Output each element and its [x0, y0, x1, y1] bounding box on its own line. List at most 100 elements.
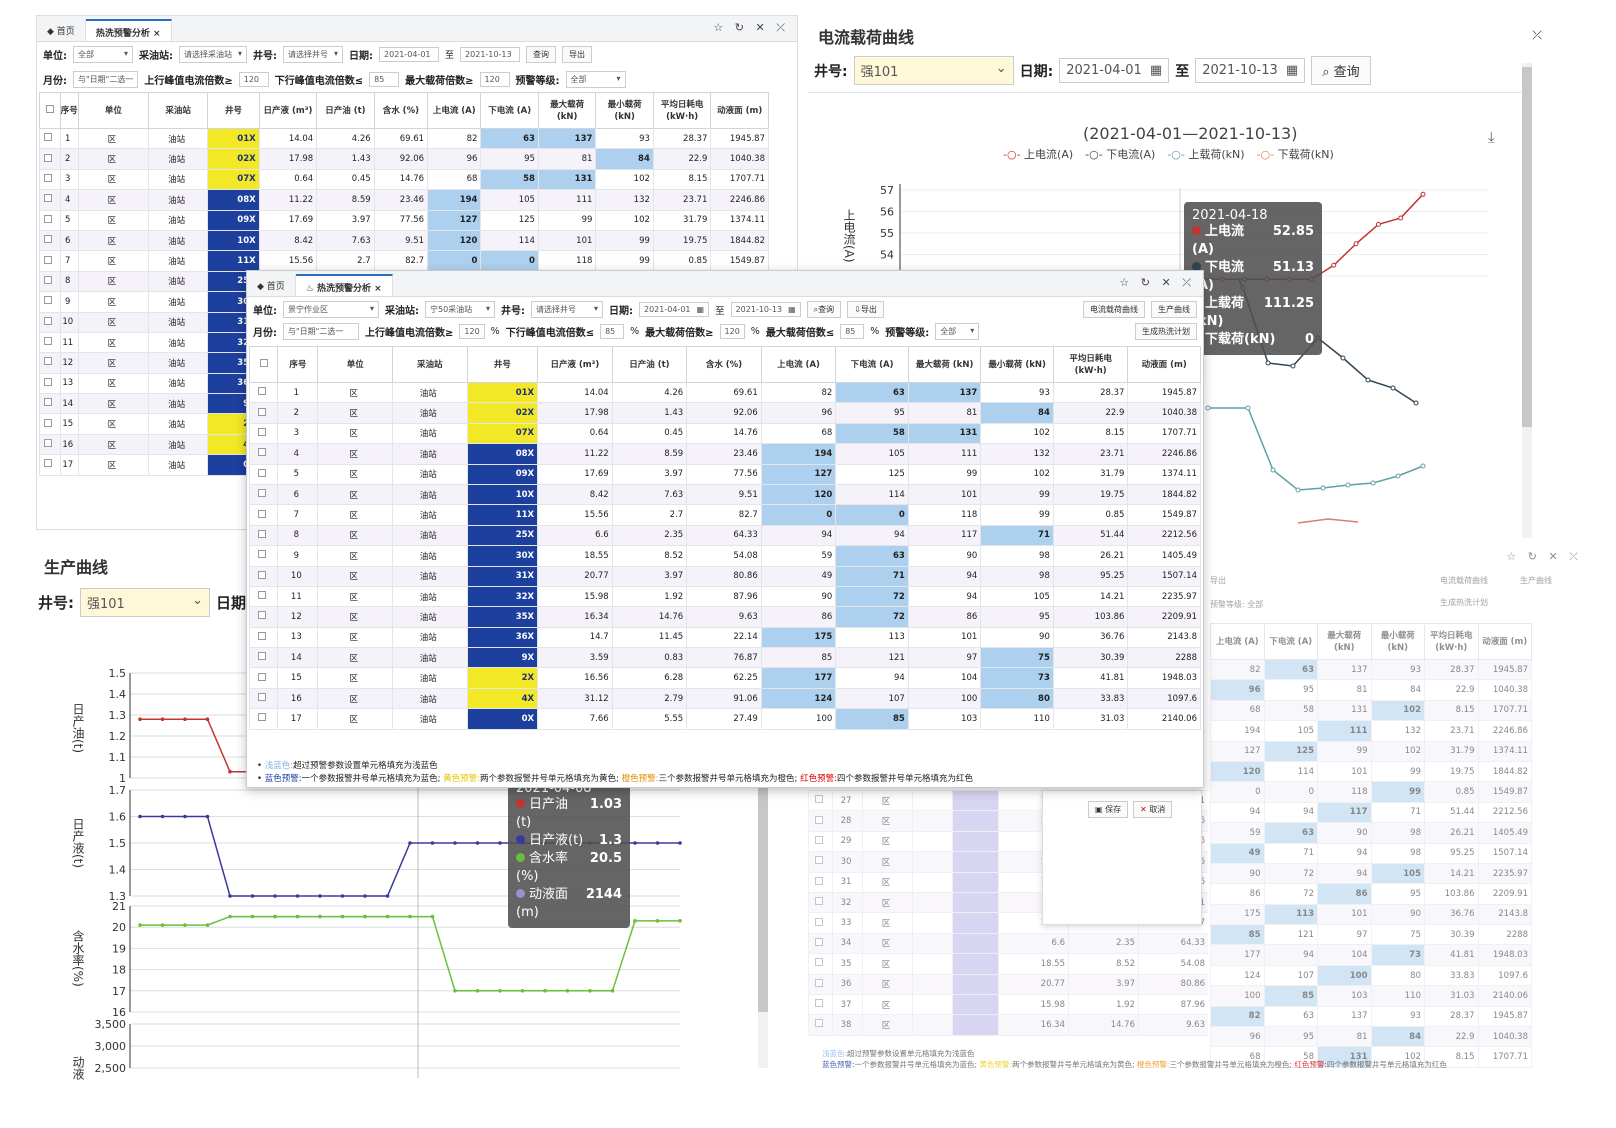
- table-row[interactable]: 7 区油站 11X 15.56 2.7 82.7 0 0 118 99 0.85 1549.87: [248, 504, 1201, 526]
- row-checkbox[interactable]: [44, 296, 53, 305]
- maxload-input[interactable]: 120: [479, 72, 510, 87]
- tab-analysis[interactable]: ♨ 热洗预警分析 ×: [295, 274, 393, 296]
- row-checkbox[interactable]: [258, 427, 267, 436]
- table-row[interactable]: 68 58 131 102 8.15 1707.71: [1210, 699, 1532, 722]
- row-checkbox[interactable]: [44, 398, 53, 407]
- column-header[interactable]: 最大载荷 (kN): [1317, 623, 1372, 660]
- column-header[interactable]: 序号: [59, 92, 80, 129]
- table-row[interactable]: 82 63 137 93 28.37 1945.87: [1210, 1005, 1532, 1028]
- window-controls[interactable]: ☆ ↻ ✕ ⤫: [713, 21, 789, 34]
- table-row[interactable]: 194 105 111 132 23.71 2246.86: [1210, 720, 1532, 742]
- table-row[interactable]: 3 区油站 07X 0.64 0.45 14.76 68 58 131 102 8.15 1707.7…: [248, 422, 1201, 445]
- table-row[interactable]: 38 区 16.34 14.76 9.63: [808, 1014, 1208, 1036]
- row-checkbox[interactable]: [258, 387, 267, 396]
- column-header[interactable]: 动液面 (m): [710, 92, 769, 129]
- main-down-peak-input[interactable]: 85: [600, 324, 625, 339]
- column-header[interactable]: 上电流 (A): [760, 346, 837, 383]
- table-row[interactable]: 175 113 101 90 36.76 2143.8: [1210, 903, 1532, 926]
- row-checkbox[interactable]: [258, 407, 267, 416]
- table-row[interactable]: 120 114 101 99 19.75 1844.82: [1210, 760, 1532, 783]
- column-header[interactable]: 上电流 (A): [1210, 623, 1265, 660]
- row-checkbox[interactable]: [258, 611, 267, 620]
- tab-home[interactable]: ◆ 首页: [247, 274, 296, 296]
- column-header[interactable]: 最大载荷 (kN): [537, 92, 597, 129]
- row-checkbox[interactable]: [258, 448, 267, 457]
- column-header[interactable]: 单位: [317, 346, 394, 383]
- month-input[interactable]: 与"日期"二选一: [73, 71, 139, 88]
- main-query-button[interactable]: ⌕查询: [806, 301, 842, 318]
- table-row[interactable]: 2 区油站 02X 17.98 1.43 92.06 96 95 81 84 22.9 1040.38: [39, 148, 769, 170]
- current-query-button[interactable]: ⌕ 查询: [1311, 56, 1371, 85]
- column-header[interactable]: 平均日耗电 (kW·h): [1424, 623, 1479, 660]
- table-row[interactable]: 85 121 97 75 30.39 2288: [1210, 924, 1532, 946]
- query-button[interactable]: 查询: [526, 46, 557, 63]
- table-row[interactable]: 96 95 81 84 22.9 1040.38: [1210, 1026, 1532, 1048]
- row-checkbox[interactable]: [44, 357, 53, 366]
- row-checkbox[interactable]: [44, 194, 53, 203]
- row-checkbox[interactable]: [258, 509, 267, 518]
- table-row[interactable]: 86 72 86 95 103.86 2209.91: [1210, 883, 1532, 905]
- row-checkbox[interactable]: [44, 173, 53, 182]
- row-checkbox[interactable]: [258, 591, 267, 600]
- table-row[interactable]: 6 区油站 10X 8.42 7.63 9.51 120 114 101 99 19.75 1844.…: [248, 483, 1201, 506]
- legend-item[interactable]: -○- 上电流(A): [1003, 148, 1074, 161]
- table-row[interactable]: 68 58 131 102 8.15 1707.71: [1210, 1046, 1532, 1068]
- date-to[interactable]: 2021-10-13: [460, 47, 521, 62]
- table-row[interactable]: 5 区油站 09X 17.69 3.97 77.56 127 125 99 102 31.79 137…: [39, 209, 769, 231]
- table-row[interactable]: 7 区油站 11X 15.56 2.7 82.7 0 0 118 99 0.85 1549.87: [39, 250, 769, 272]
- column-header[interactable]: 平均日耗电 (kW·h): [1052, 346, 1129, 383]
- station-select[interactable]: 请选择采油站 ▾: [179, 46, 248, 63]
- table-row[interactable]: 94 94 117 71 51.44 2212.56: [1210, 801, 1532, 824]
- column-header[interactable]: 采油站: [392, 346, 468, 383]
- table-row[interactable]: 4 区油站 08X 11.22 8.59 23.46 194 105 111 132 23.71 22…: [39, 189, 769, 211]
- row-checkbox[interactable]: [44, 153, 53, 162]
- table-row[interactable]: 36 区 20.77 3.97 80.86: [808, 973, 1208, 995]
- row-checkbox[interactable]: [44, 133, 53, 142]
- table-row[interactable]: 1 区油站 01X 14.04 4.26 69.61 82 63 137 93 28.37 1945.…: [39, 127, 769, 150]
- row-checkbox[interactable]: [258, 631, 267, 640]
- row-checkbox[interactable]: [258, 570, 267, 579]
- table-row[interactable]: 37 区 15.98 1.92 87.96: [808, 993, 1208, 1016]
- row-checkbox[interactable]: [44, 235, 53, 244]
- window-controls[interactable]: ☆ ↻ ✕ ⤫: [1119, 276, 1195, 289]
- main-month-input[interactable]: 与"日期"二选一: [283, 323, 359, 340]
- table-row[interactable]: 82 63 137 93 28.37 1945.87: [1210, 658, 1532, 681]
- legend-item[interactable]: -○- 下载荷(kN): [1256, 148, 1334, 161]
- select-all-checkbox[interactable]: [259, 358, 268, 367]
- well-select[interactable]: 请选择井号 ▾: [283, 46, 344, 63]
- row-checkbox[interactable]: [44, 377, 53, 386]
- current-curve-button[interactable]: 电流载荷曲线: [1083, 301, 1145, 318]
- close-icon[interactable]: ⤫: [1532, 28, 1542, 42]
- column-header[interactable]: 井号: [466, 346, 539, 383]
- column-header[interactable]: 日产液 (m³): [258, 92, 318, 129]
- table-row[interactable]: 100 85 103 110 31.03 2140.06: [1210, 985, 1532, 1007]
- table-row[interactable]: 5 区油站 09X 17.69 3.97 77.56 127 125 99 102 31.79 137…: [248, 463, 1201, 485]
- row-checkbox[interactable]: [44, 255, 53, 264]
- save-button[interactable]: ▣ 保存: [1088, 801, 1129, 818]
- row-checkbox[interactable]: [258, 550, 267, 559]
- column-header[interactable]: 动液面 (m): [1127, 346, 1201, 383]
- column-header[interactable]: 动液面 (m): [1477, 623, 1532, 660]
- level-select[interactable]: 全部 ▾: [565, 71, 626, 88]
- row-checkbox[interactable]: [258, 713, 267, 722]
- table-row[interactable]: 90 72 94 105 14.21 2235.97: [1210, 862, 1532, 885]
- current-well-select[interactable]: 强101 ⌄: [853, 56, 1014, 85]
- column-header[interactable]: 平均日耗电 (kW·h): [652, 92, 712, 129]
- row-checkbox[interactable]: [44, 337, 53, 346]
- row-checkbox[interactable]: [44, 439, 53, 448]
- main-date-to[interactable]: 2021-10-13 ▦: [730, 302, 801, 317]
- current-date-from[interactable]: 2021-04-01 ▦: [1059, 58, 1170, 83]
- column-header[interactable]: 最小载荷 (kN): [1370, 623, 1425, 660]
- main-well-select[interactable]: 请选择井号 ▾: [531, 301, 603, 318]
- row-checkbox[interactable]: [44, 214, 53, 223]
- row-checkbox[interactable]: [44, 459, 53, 468]
- scrollbar[interactable]: [758, 588, 768, 1068]
- table-row[interactable]: 59 63 90 98 26.21 1405.49: [1210, 822, 1532, 844]
- column-header[interactable]: 下电流 (A): [835, 346, 909, 383]
- main-maxload-input[interactable]: 120: [719, 324, 745, 339]
